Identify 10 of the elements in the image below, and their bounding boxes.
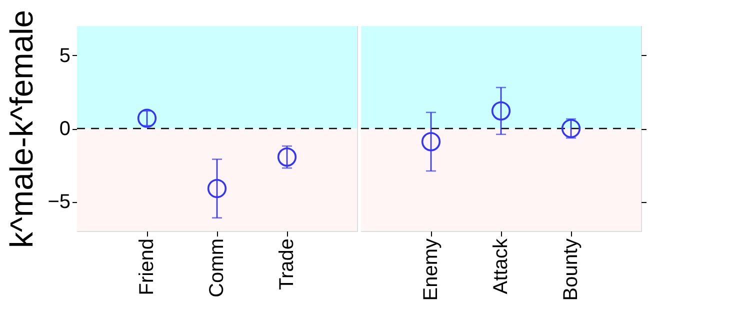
x-tick-label: Attack bbox=[490, 238, 512, 294]
x-tick-label: Trade bbox=[276, 238, 298, 290]
x-tick-label: Comm bbox=[206, 238, 228, 298]
y-tick-label: −5 bbox=[48, 191, 70, 214]
x-tick-label: Enemy bbox=[420, 238, 442, 301]
x-tick-label: Friend bbox=[136, 238, 158, 296]
x-tick-label: Bounty bbox=[560, 238, 582, 301]
y-tick-label: 5 bbox=[59, 44, 70, 67]
y-tick-label: 0 bbox=[59, 118, 70, 140]
y-axis-title: k^male-k^female bbox=[4, 10, 40, 248]
